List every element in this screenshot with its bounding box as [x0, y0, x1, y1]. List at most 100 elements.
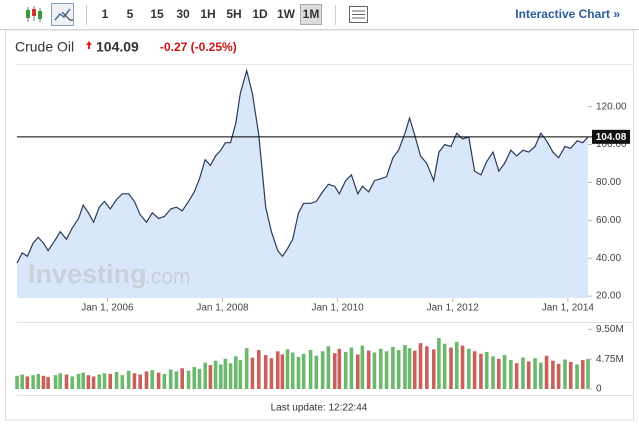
volume-bar — [20, 374, 24, 389]
volume-bar — [308, 350, 313, 389]
volume-bar — [467, 348, 471, 389]
volume-bar — [218, 364, 223, 389]
volume-bar — [544, 355, 549, 389]
volume-bar — [366, 350, 371, 389]
volume-bar — [64, 374, 69, 389]
timeframe-button[interactable]: 1 — [102, 7, 109, 21]
volume-bar — [138, 374, 142, 389]
volume-bar — [46, 377, 50, 389]
volume-bar — [25, 376, 30, 389]
volume-bar — [502, 355, 507, 389]
volume-bar — [223, 358, 228, 389]
y-tick-label: 0 — [596, 384, 602, 395]
timeframe-button[interactable]: 5H — [226, 7, 241, 21]
volume-bar — [285, 349, 290, 389]
y-tick-label: 120.00 — [596, 101, 627, 112]
y-tick-label: 40.00 — [596, 253, 621, 264]
volume-bar — [180, 368, 184, 389]
volume-bar — [263, 355, 268, 389]
timeframe-button[interactable]: 30 — [176, 7, 190, 21]
volume-bar — [144, 371, 149, 389]
timeframe-button[interactable]: 1W — [277, 7, 296, 21]
x-tick-label: Jan 1, 2010 — [311, 303, 364, 314]
timeframes: 1 5 15 30 1H 5H 1D 1W 1M — [102, 7, 320, 21]
volume-bar — [326, 346, 331, 389]
volume-bar — [70, 376, 75, 389]
volume-bar — [269, 358, 274, 389]
y-tick-label: 20.00 — [596, 291, 621, 302]
volume-bar — [233, 356, 238, 389]
last-update: Last update: 12:22:44 — [271, 403, 368, 414]
volume-bar — [108, 373, 113, 389]
volume-bar — [301, 353, 306, 389]
volume-bar — [76, 373, 81, 389]
volume-bar — [556, 363, 561, 389]
volume-bar — [496, 358, 501, 389]
volume-bar — [418, 343, 423, 389]
candle-icon[interactable] — [26, 6, 42, 22]
volume-bar — [563, 359, 567, 389]
volume-bar — [533, 358, 537, 389]
volume-bar — [431, 349, 436, 389]
volume-bar — [378, 348, 383, 389]
volume-bar — [575, 364, 579, 389]
y-tick-label: 9.50M — [596, 324, 624, 335]
volume-bar — [384, 351, 389, 389]
volume-bar — [568, 361, 573, 389]
y-tick-label: 60.00 — [596, 215, 621, 226]
volume-bar — [296, 356, 301, 389]
volume-bar — [41, 375, 46, 389]
volume-bar — [479, 353, 483, 389]
volume-bar — [412, 350, 417, 389]
volume-bar — [332, 353, 337, 389]
volume-bar — [58, 373, 62, 389]
volume-bar — [102, 373, 107, 389]
volume-bar — [132, 373, 137, 389]
reference-label-box — [592, 129, 630, 144]
volume-bar — [396, 350, 401, 389]
plot-layer: 20.00 40.00 60.00 80.00 100.00 120.00 Jan 1, 2… — [15, 68, 630, 395]
reference-label: 104.08 — [596, 132, 627, 143]
volume-bar — [290, 352, 295, 389]
interactive-chart-link[interactable]: Interactive Chart » — [515, 7, 620, 21]
volume-bar — [192, 367, 197, 389]
timeframe-button[interactable]: 1D — [252, 7, 268, 21]
line-icon[interactable] — [51, 3, 74, 26]
x-tick-label: Jan 1, 2014 — [542, 303, 595, 314]
volume-bar — [539, 362, 543, 389]
timeframe-button[interactable]: 1H — [200, 7, 215, 21]
timeframe-button[interactable]: 1M — [303, 7, 320, 21]
volume-bar — [343, 351, 348, 389]
price-line — [16, 68, 589, 264]
y-tick-label: 80.00 — [596, 177, 621, 188]
volume-bar — [162, 373, 167, 389]
volume-bar — [484, 351, 489, 389]
volume-bar — [126, 370, 131, 389]
volume-bar — [203, 362, 208, 389]
volume-bar — [425, 346, 429, 389]
timeframe-button[interactable]: 5 — [127, 7, 134, 21]
x-tick-label: Jan 1, 2006 — [81, 303, 134, 314]
timeframe-button[interactable]: 15 — [150, 7, 164, 21]
volume-bar — [31, 375, 35, 389]
volume-bar — [442, 343, 447, 389]
volume-bar — [15, 375, 19, 389]
volume-bar — [186, 370, 191, 389]
volume-bar — [454, 341, 459, 389]
quote-change: -0.27 (-0.25%) — [160, 40, 237, 54]
x-tick-label: Jan 1, 2008 — [196, 303, 249, 314]
volume-bar — [349, 347, 354, 389]
volume-bar — [280, 354, 285, 389]
table-icon[interactable] — [349, 6, 368, 23]
volume-bar — [120, 375, 125, 389]
volume-bar — [355, 354, 360, 389]
volume-bar — [407, 348, 412, 389]
volume-bar — [156, 372, 161, 389]
volume-bar — [275, 351, 280, 389]
volume-bar — [208, 365, 213, 389]
volume-bar — [491, 356, 495, 389]
volume-bar — [228, 363, 233, 389]
selected-timeframe[interactable] — [300, 4, 322, 25]
volume-bar — [197, 368, 202, 389]
volume-bar — [581, 360, 585, 389]
